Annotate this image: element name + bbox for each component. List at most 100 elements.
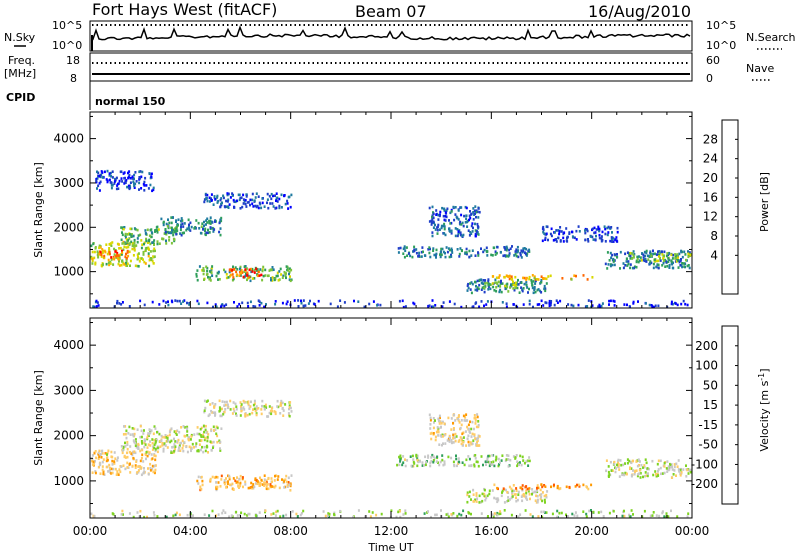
heatmap-cell <box>219 218 222 222</box>
heatmap-cell <box>230 514 233 517</box>
heatmap-cell <box>657 266 660 270</box>
heatmap-cell <box>134 228 137 231</box>
heatmap-cell <box>178 299 181 303</box>
heatmap-cell <box>149 469 152 472</box>
heatmap-cell <box>212 446 214 449</box>
heatmap-cell <box>586 486 588 489</box>
heatmap-cell <box>476 439 479 443</box>
heatmap-cell <box>99 175 102 179</box>
heatmap-cell <box>415 248 418 251</box>
heatmap-cell <box>541 485 544 489</box>
heatmap-cell <box>526 487 529 491</box>
heatmap-cell <box>649 260 652 263</box>
heatmap-cell <box>659 259 662 262</box>
heatmap-cell <box>444 251 446 255</box>
heatmap-cell <box>239 196 242 200</box>
heatmap-cell <box>555 238 557 241</box>
heatmap-cell <box>487 283 490 287</box>
heatmap-cell <box>146 515 148 519</box>
heatmap-cell <box>222 509 225 512</box>
heatmap-cell <box>209 276 212 279</box>
heatmap-cell <box>239 414 242 417</box>
heatmap-cell <box>216 440 219 444</box>
heatmap-cell <box>167 226 170 230</box>
heatmap-cell <box>148 432 150 436</box>
heatmap-cell <box>589 235 592 238</box>
freq-tick-top: 18 <box>66 54 80 67</box>
heatmap-cell <box>172 216 174 219</box>
heatmap-cell <box>241 301 244 305</box>
heatmap-cell <box>125 237 128 241</box>
heatmap-cell <box>215 485 217 489</box>
heatmap-cell <box>453 436 456 440</box>
heatmap-cell <box>471 432 474 436</box>
heatmap-cell <box>452 512 455 515</box>
heatmap-cell <box>336 305 339 308</box>
heatmap-cell <box>339 299 342 302</box>
heatmap-cell <box>133 432 136 436</box>
heatmap-cell <box>242 399 245 403</box>
heatmap-cell <box>208 277 211 281</box>
heatmap-cell <box>125 429 128 433</box>
heatmap-cell <box>471 249 474 252</box>
heatmap-cell <box>661 253 664 256</box>
heatmap-cell <box>670 253 673 257</box>
heatmap-cell <box>553 483 555 487</box>
heatmap-cell <box>131 427 134 430</box>
heatmap-cell <box>185 228 188 232</box>
heatmap-cell <box>121 233 124 237</box>
heatmap-cell <box>556 301 559 304</box>
heatmap-cell <box>508 274 511 278</box>
heatmap-cell <box>202 228 205 231</box>
heatmap-cell <box>416 454 419 458</box>
heatmap-cell <box>245 205 248 208</box>
heatmap-cell <box>402 252 405 255</box>
heatmap-cell <box>238 477 241 481</box>
heatmap-cell <box>428 206 431 210</box>
heatmap-cell <box>122 227 125 231</box>
heatmap-cell <box>178 444 181 448</box>
heatmap-cell <box>418 251 421 255</box>
heatmap-cell <box>125 257 128 260</box>
heatmap-cell <box>532 280 535 283</box>
heatmap-cell <box>558 487 561 491</box>
heatmap-cell <box>472 493 475 496</box>
heatmap-cell <box>239 484 242 488</box>
heatmap-cell <box>122 226 124 229</box>
heatmap-cell <box>483 304 485 308</box>
heatmap-cell <box>457 419 460 422</box>
heatmap-cell <box>251 192 254 196</box>
heatmap-cell <box>153 239 156 242</box>
heatmap-cell <box>204 193 207 197</box>
heatmap-cell <box>622 262 625 265</box>
heatmap-cell <box>613 259 616 262</box>
heatmap-cell <box>265 485 268 488</box>
heatmap-cell <box>203 200 206 204</box>
heatmap-cell <box>611 263 614 267</box>
heatmap-cell <box>253 268 256 272</box>
heatmap-cell <box>176 299 179 303</box>
heatmap-cell <box>170 231 172 235</box>
heatmap-cell <box>206 435 209 439</box>
heatmap-cell <box>120 177 123 180</box>
heatmap-cell <box>240 407 243 411</box>
heatmap-cell <box>450 210 453 213</box>
heatmap-cell <box>630 474 633 477</box>
heatmap-cell <box>225 400 228 404</box>
heatmap-cell <box>424 463 427 467</box>
heatmap-cell <box>205 231 208 235</box>
heatmap-cell <box>497 280 500 284</box>
heatmap-cell <box>541 515 544 519</box>
heatmap-cell <box>457 218 460 221</box>
heatmap-cell <box>235 481 238 484</box>
heatmap-cell <box>216 194 219 198</box>
heatmap-cell <box>226 482 229 486</box>
heatmap-cell <box>156 450 159 454</box>
heatmap-cell <box>96 177 99 180</box>
velocity-heatmap <box>90 399 692 519</box>
heatmap-cell <box>203 445 206 449</box>
heatmap-cell <box>180 217 183 220</box>
heatmap-cell <box>162 299 165 303</box>
heatmap-cell <box>258 511 261 514</box>
heatmap-cell <box>476 441 478 444</box>
